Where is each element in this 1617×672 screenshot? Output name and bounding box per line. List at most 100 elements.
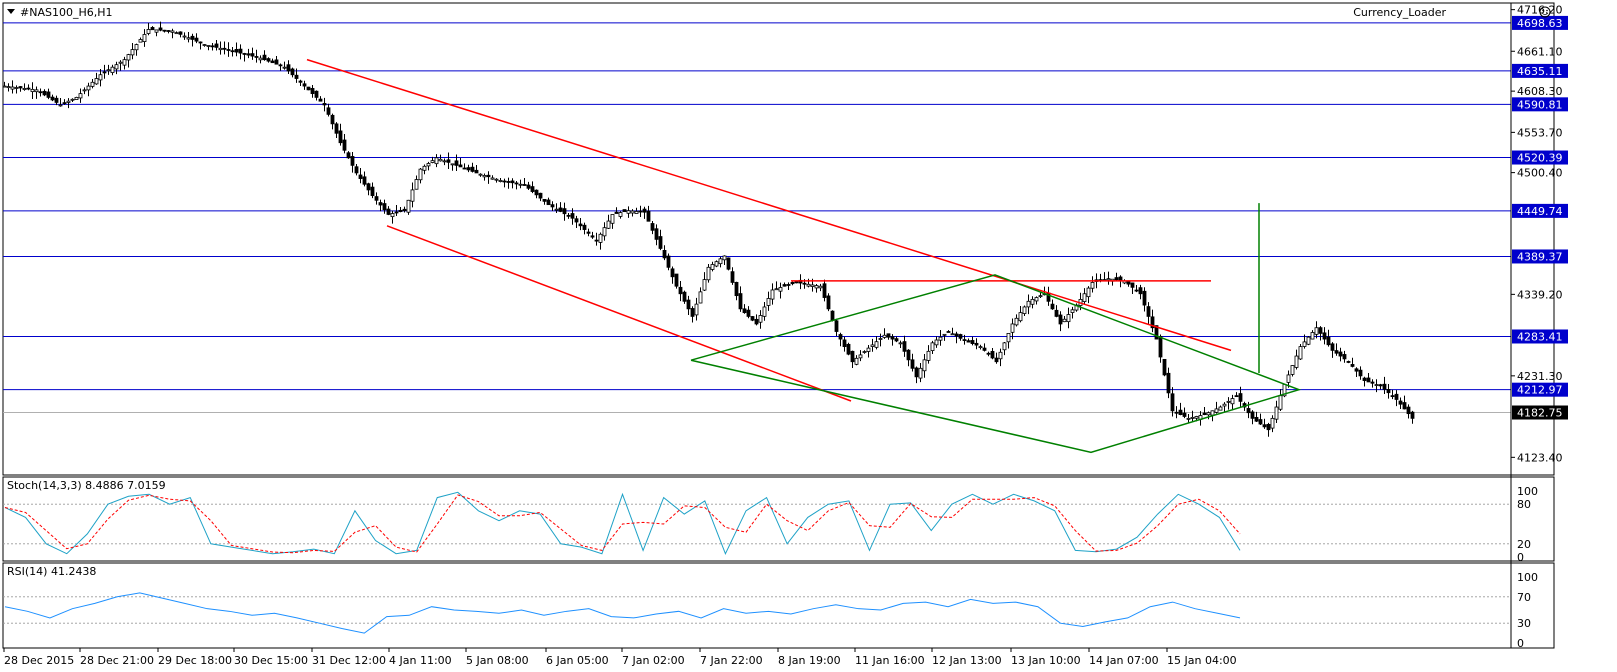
candle-body xyxy=(198,41,203,44)
candle-body xyxy=(618,212,623,217)
candle-body xyxy=(746,309,751,317)
candle-body xyxy=(94,78,99,85)
level-price-box[interactable] xyxy=(1512,249,1568,264)
candle-body xyxy=(866,347,871,352)
candle-body xyxy=(78,93,83,99)
candle-body xyxy=(378,202,383,206)
level-price-box[interactable] xyxy=(1512,15,1568,30)
candle-body xyxy=(506,181,511,183)
candle-body xyxy=(42,90,47,96)
candle-body xyxy=(1186,417,1191,420)
candle-body xyxy=(322,103,327,106)
current-price-box[interactable] xyxy=(1512,405,1568,420)
level-price-box[interactable] xyxy=(1512,97,1568,112)
channel-lower-line[interactable] xyxy=(386,225,852,402)
candle-body xyxy=(310,87,315,95)
candle-body xyxy=(1138,287,1143,295)
time-tick-label: 31 Dec 12:00 xyxy=(312,654,386,667)
candle-body xyxy=(1394,393,1399,400)
candle-body xyxy=(1002,342,1007,351)
candle-body xyxy=(518,183,523,186)
candle-body xyxy=(946,331,951,333)
candle-body xyxy=(930,342,935,351)
candle-body xyxy=(1154,325,1159,340)
candle-body xyxy=(650,223,655,231)
candle-body xyxy=(962,339,967,341)
candle-body xyxy=(426,163,431,167)
candle-body xyxy=(674,273,679,287)
candle-body xyxy=(58,104,63,107)
rsi-line xyxy=(4,592,1241,634)
candle-body xyxy=(1402,402,1407,410)
candle-body xyxy=(450,163,455,166)
time-tick-label: 8 Jan 19:00 xyxy=(778,654,841,667)
candle-body xyxy=(998,351,1003,360)
level-price-box[interactable] xyxy=(1512,150,1568,165)
candle-body xyxy=(514,182,519,185)
candle-body xyxy=(546,199,551,206)
candle-body xyxy=(66,100,71,103)
candle-body xyxy=(410,189,415,202)
candle-body xyxy=(282,66,287,69)
time-tick-label: 30 Dec 15:00 xyxy=(234,654,308,667)
candle-body xyxy=(306,86,311,91)
candle-body xyxy=(794,281,799,284)
candle-body xyxy=(418,168,423,181)
candle-body xyxy=(654,228,659,240)
candle-body xyxy=(1366,377,1371,383)
candle-body xyxy=(502,180,507,183)
level-price-box[interactable] xyxy=(1512,382,1568,397)
candle-body xyxy=(262,54,267,61)
candle-body xyxy=(894,338,899,342)
current-price-label: 4182.75 xyxy=(1517,407,1563,420)
level-price-box[interactable] xyxy=(1512,63,1568,78)
candle-body xyxy=(6,86,11,89)
candle-body xyxy=(822,283,827,298)
candle-body xyxy=(2,85,7,88)
candle-body xyxy=(250,53,255,57)
candle-body xyxy=(510,180,515,184)
triangle-pattern[interactable] xyxy=(690,274,1302,454)
candle-body xyxy=(1318,327,1323,334)
candle-body xyxy=(694,303,699,316)
candle-body xyxy=(950,333,955,336)
candle-body xyxy=(886,333,891,338)
candle-body xyxy=(446,159,451,163)
candle-body xyxy=(82,89,87,92)
rsi-panel[interactable] xyxy=(2,562,1555,649)
candle-body xyxy=(670,268,675,278)
level-price-box[interactable] xyxy=(1512,329,1568,344)
candle-body xyxy=(830,310,835,321)
candle-body xyxy=(1066,314,1071,323)
main-panel[interactable] xyxy=(2,2,1555,476)
channel-upper-line[interactable] xyxy=(306,58,1232,352)
rsi-tick-label: 70 xyxy=(1517,591,1531,604)
level-price-box[interactable] xyxy=(1512,203,1568,218)
candle-body xyxy=(138,39,143,43)
candle-body xyxy=(678,286,683,295)
candle-body xyxy=(802,282,807,285)
candle-body xyxy=(806,283,811,287)
candle-body xyxy=(454,160,459,166)
candle-body xyxy=(738,293,743,310)
indicator-badge: Currency_Loader xyxy=(1353,6,1446,19)
candle-body xyxy=(1262,424,1267,428)
candle-body xyxy=(190,35,195,40)
candle-body xyxy=(1314,327,1319,335)
candle-body xyxy=(1062,318,1067,323)
candle-body xyxy=(1362,377,1367,382)
candle-body xyxy=(926,350,931,361)
candle-body xyxy=(818,285,823,289)
collapse-arrow-icon[interactable] xyxy=(7,9,15,14)
candle-body xyxy=(1130,282,1135,288)
candle-body xyxy=(118,61,123,64)
candle-body xyxy=(554,208,559,211)
candle-body xyxy=(174,32,179,35)
candle-body xyxy=(490,177,495,180)
candle-body xyxy=(642,208,647,213)
stoch-panel[interactable] xyxy=(2,476,1555,562)
candle-body xyxy=(762,306,767,317)
time-tick-label: 11 Jan 16:00 xyxy=(855,654,925,667)
candle-body xyxy=(1238,393,1243,402)
